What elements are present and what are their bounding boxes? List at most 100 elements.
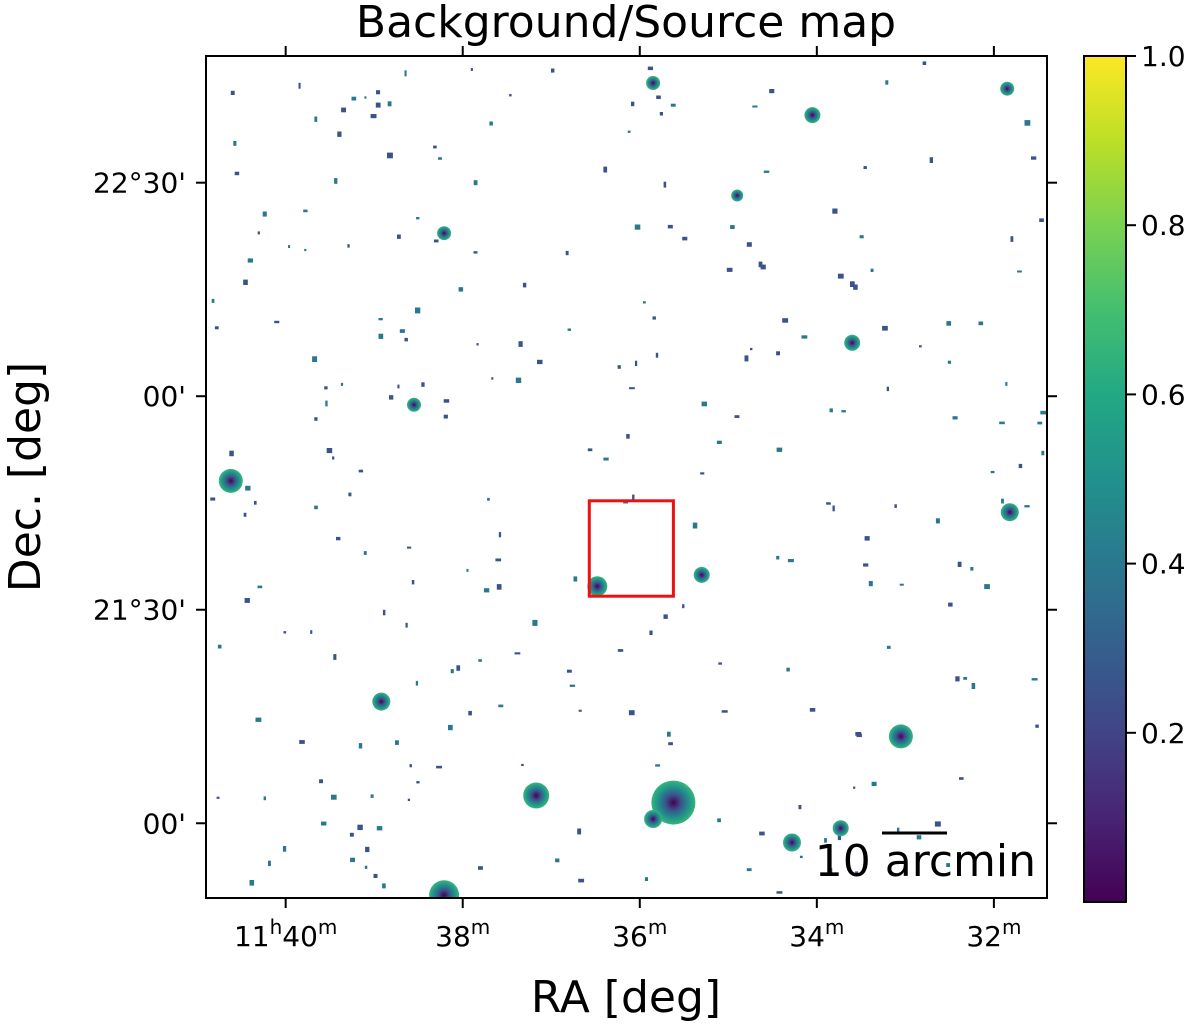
bright-source: [783, 833, 801, 852]
bright-source: [804, 107, 821, 124]
faint-source: [700, 472, 705, 475]
faint-source: [399, 329, 405, 333]
faint-source: [314, 417, 318, 421]
faint-source: [882, 325, 888, 331]
faint-source: [325, 400, 328, 407]
x-tick-label: 36m: [612, 915, 667, 953]
faint-source: [247, 258, 253, 263]
faint-source: [763, 170, 770, 173]
faint-source: [421, 382, 425, 387]
faint-source: [744, 355, 749, 362]
faint-source: [363, 551, 367, 555]
faint-source: [787, 559, 794, 563]
faint-source: [214, 326, 219, 330]
region-box: [587, 499, 675, 598]
faint-source: [555, 858, 560, 863]
faint-source: [476, 343, 479, 346]
faint-source: [647, 66, 653, 71]
faint-source: [257, 231, 260, 235]
faint-source: [415, 680, 418, 686]
faint-source: [946, 321, 952, 326]
faint-source: [603, 457, 609, 461]
faint-source: [629, 387, 635, 390]
faint-source: [1035, 724, 1039, 728]
faint-source: [566, 669, 572, 673]
faint-source: [853, 284, 858, 290]
faint-source: [243, 512, 247, 517]
faint-source: [395, 740, 399, 745]
faint-source: [350, 857, 355, 863]
source-layer: [210, 61, 1047, 898]
x-tick-label: 11h40m: [234, 915, 337, 953]
faint-source: [217, 644, 222, 649]
faint-source: [916, 835, 922, 840]
faint-source: [378, 318, 383, 321]
colorbar: [1083, 55, 1127, 903]
faint-source: [1031, 156, 1037, 160]
faint-source: [370, 794, 374, 798]
faint-source: [382, 609, 386, 616]
y-tick-label: 00': [143, 380, 186, 413]
faint-source: [870, 268, 874, 272]
faint-source: [730, 225, 735, 229]
faint-source: [759, 831, 765, 836]
faint-source: [364, 865, 368, 869]
faint-source: [897, 827, 900, 833]
faint-source: [746, 242, 752, 247]
faint-source: [946, 863, 950, 867]
faint-source: [443, 399, 450, 403]
faint-source: [829, 408, 833, 413]
faint-source: [407, 546, 412, 549]
faint-source: [255, 717, 262, 722]
faint-source: [919, 345, 922, 348]
chart-title: Background/Source map: [356, 0, 896, 48]
faint-source: [387, 152, 393, 159]
faint-source: [832, 208, 838, 214]
faint-source: [365, 846, 370, 853]
faint-source: [324, 386, 328, 390]
faint-source: [935, 518, 940, 524]
faint-source: [337, 131, 342, 137]
faint-source: [668, 742, 673, 746]
faint-source: [274, 320, 280, 324]
faint-source: [245, 485, 251, 491]
bright-source: [693, 566, 710, 583]
faint-source: [717, 818, 721, 823]
faint-source: [670, 103, 676, 107]
faint-source: [282, 846, 287, 852]
faint-source: [1024, 120, 1031, 126]
faint-source: [473, 251, 478, 254]
faint-source: [868, 581, 873, 587]
faint-source: [498, 532, 502, 538]
faint-source: [652, 316, 656, 320]
faint-source: [776, 555, 780, 560]
faint-source: [509, 94, 512, 97]
faint-source: [336, 536, 341, 541]
faint-source: [321, 821, 327, 826]
faint-source: [760, 264, 766, 270]
faint-source: [984, 584, 990, 590]
faint-source: [375, 102, 381, 108]
faint-source: [682, 236, 688, 241]
faint-source: [1018, 463, 1023, 469]
faint-source: [211, 298, 215, 303]
faint-source: [947, 360, 952, 364]
faint-source: [468, 710, 472, 716]
faint-source: [404, 70, 407, 77]
faint-source: [514, 652, 521, 655]
faint-source: [518, 341, 523, 347]
faint-source: [249, 880, 255, 886]
faint-source: [551, 68, 555, 73]
faint-source: [786, 667, 790, 672]
faint-source: [387, 101, 392, 107]
faint-source: [521, 763, 524, 766]
faint-source: [288, 245, 291, 248]
faint-source: [799, 855, 803, 859]
faint-source: [348, 492, 352, 497]
faint-source: [243, 279, 248, 285]
faint-source: [758, 261, 763, 268]
faint-source: [364, 96, 367, 99]
faint-source: [495, 558, 502, 562]
faint-source: [257, 585, 263, 589]
